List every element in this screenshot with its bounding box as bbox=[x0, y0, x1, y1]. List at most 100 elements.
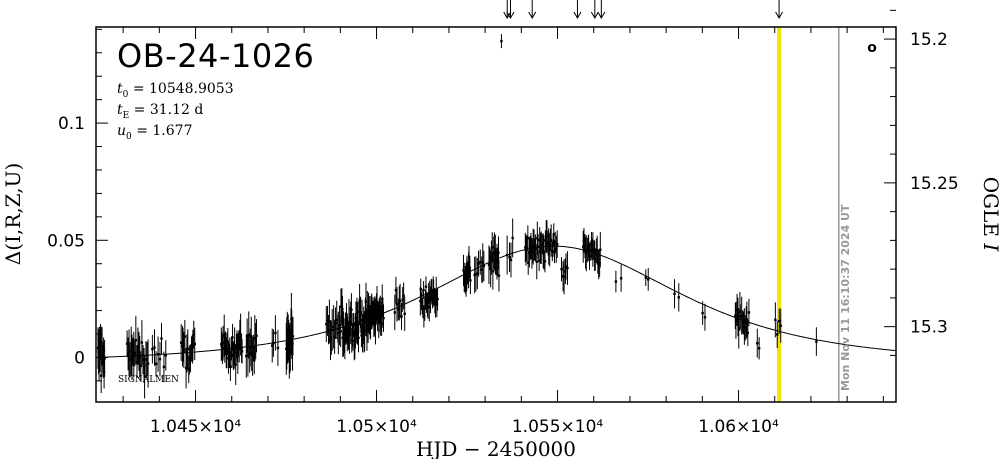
y-right-tick-label: 15.3 bbox=[910, 318, 948, 338]
point-marker bbox=[373, 317, 376, 320]
data-point bbox=[367, 306, 371, 334]
point-marker bbox=[553, 250, 556, 253]
point-marker bbox=[350, 308, 353, 311]
data-point bbox=[552, 223, 555, 246]
data-point bbox=[228, 343, 231, 369]
data-point bbox=[585, 235, 588, 272]
data-point bbox=[364, 297, 367, 336]
point-marker bbox=[562, 275, 566, 278]
point-marker bbox=[468, 266, 472, 270]
point-marker bbox=[128, 358, 132, 361]
point-marker bbox=[419, 287, 422, 291]
data-point bbox=[553, 240, 556, 264]
data-point bbox=[395, 287, 399, 322]
point-marker bbox=[133, 351, 137, 355]
param-subscript: 0 bbox=[126, 132, 132, 142]
data-point bbox=[154, 351, 158, 377]
point-marker bbox=[129, 349, 133, 353]
data-point bbox=[394, 276, 398, 304]
point-marker bbox=[424, 298, 427, 301]
x-axis-label: HJD − 2450000 bbox=[416, 437, 576, 459]
point-marker bbox=[560, 267, 563, 271]
data-point bbox=[528, 237, 531, 268]
point-marker bbox=[586, 248, 589, 252]
point-marker bbox=[224, 342, 227, 345]
data-point bbox=[291, 317, 295, 356]
alert-arrow bbox=[528, 0, 537, 19]
data-point bbox=[158, 341, 162, 377]
data-point bbox=[251, 336, 254, 376]
data-point bbox=[274, 315, 277, 351]
point-marker bbox=[125, 342, 129, 345]
data-point bbox=[588, 242, 591, 270]
point-marker bbox=[132, 353, 136, 356]
point-marker bbox=[360, 319, 364, 322]
point-marker bbox=[479, 260, 482, 264]
data-point bbox=[153, 329, 156, 366]
data-point bbox=[493, 232, 496, 271]
point-marker bbox=[493, 250, 496, 253]
point-marker bbox=[350, 338, 353, 342]
point-marker bbox=[546, 241, 550, 245]
chart-text: 1.045×10⁴ 1.05×10⁴ 1.055×10⁴ 1.06×10⁴ 0 0.05 0… bbox=[1, 30, 999, 459]
point-marker bbox=[285, 342, 288, 345]
param-symbol: t bbox=[117, 81, 123, 97]
point-marker bbox=[737, 327, 740, 330]
data-point bbox=[162, 351, 166, 383]
point-marker bbox=[588, 255, 591, 258]
data-point bbox=[232, 340, 236, 365]
data-point bbox=[248, 332, 251, 373]
data-point bbox=[146, 339, 150, 388]
point-marker bbox=[153, 346, 156, 349]
point-marker bbox=[543, 260, 547, 263]
param-symbol: u bbox=[117, 123, 126, 139]
point-marker bbox=[555, 248, 558, 251]
data-point bbox=[555, 230, 559, 258]
data-point bbox=[500, 34, 503, 49]
data-point bbox=[528, 235, 532, 261]
data-point bbox=[360, 323, 363, 348]
data-point bbox=[435, 291, 439, 318]
data-point bbox=[330, 320, 333, 355]
point-marker bbox=[592, 248, 596, 252]
point-marker bbox=[747, 311, 751, 314]
point-marker bbox=[378, 314, 381, 317]
data-point bbox=[350, 293, 353, 327]
point-marker bbox=[496, 260, 499, 264]
data-point bbox=[164, 340, 167, 371]
data-point bbox=[290, 309, 293, 359]
point-marker bbox=[334, 322, 337, 325]
data-point bbox=[252, 334, 255, 362]
data-point bbox=[129, 326, 133, 376]
point-marker bbox=[599, 248, 602, 251]
x-tick-label: 1.045×10⁴ bbox=[150, 417, 242, 437]
data-point bbox=[127, 329, 131, 377]
point-marker bbox=[253, 359, 256, 362]
point-marker bbox=[145, 357, 149, 361]
point-marker bbox=[473, 273, 476, 277]
x-tick-label: 1.055×10⁴ bbox=[512, 417, 604, 437]
data-point bbox=[480, 256, 483, 283]
point-marker bbox=[348, 319, 352, 322]
point-marker bbox=[535, 260, 538, 263]
point-marker bbox=[545, 235, 549, 238]
data-point bbox=[529, 233, 533, 260]
point-marker bbox=[341, 308, 344, 311]
data-point bbox=[188, 345, 191, 375]
point-marker bbox=[179, 341, 183, 344]
point-marker bbox=[248, 351, 251, 354]
point-marker bbox=[482, 264, 486, 268]
point-marker bbox=[492, 251, 495, 255]
data-point bbox=[492, 236, 495, 270]
data-point bbox=[531, 239, 534, 263]
y-axis-left-label: Δ(I,R,Z,U) bbox=[1, 163, 25, 265]
data-point bbox=[673, 279, 676, 309]
point-marker bbox=[160, 337, 163, 340]
data-point bbox=[482, 250, 486, 282]
point-marker bbox=[743, 326, 747, 330]
data-point bbox=[398, 283, 402, 319]
data-point bbox=[328, 299, 331, 344]
data-point bbox=[220, 327, 223, 361]
point-marker bbox=[488, 257, 492, 260]
